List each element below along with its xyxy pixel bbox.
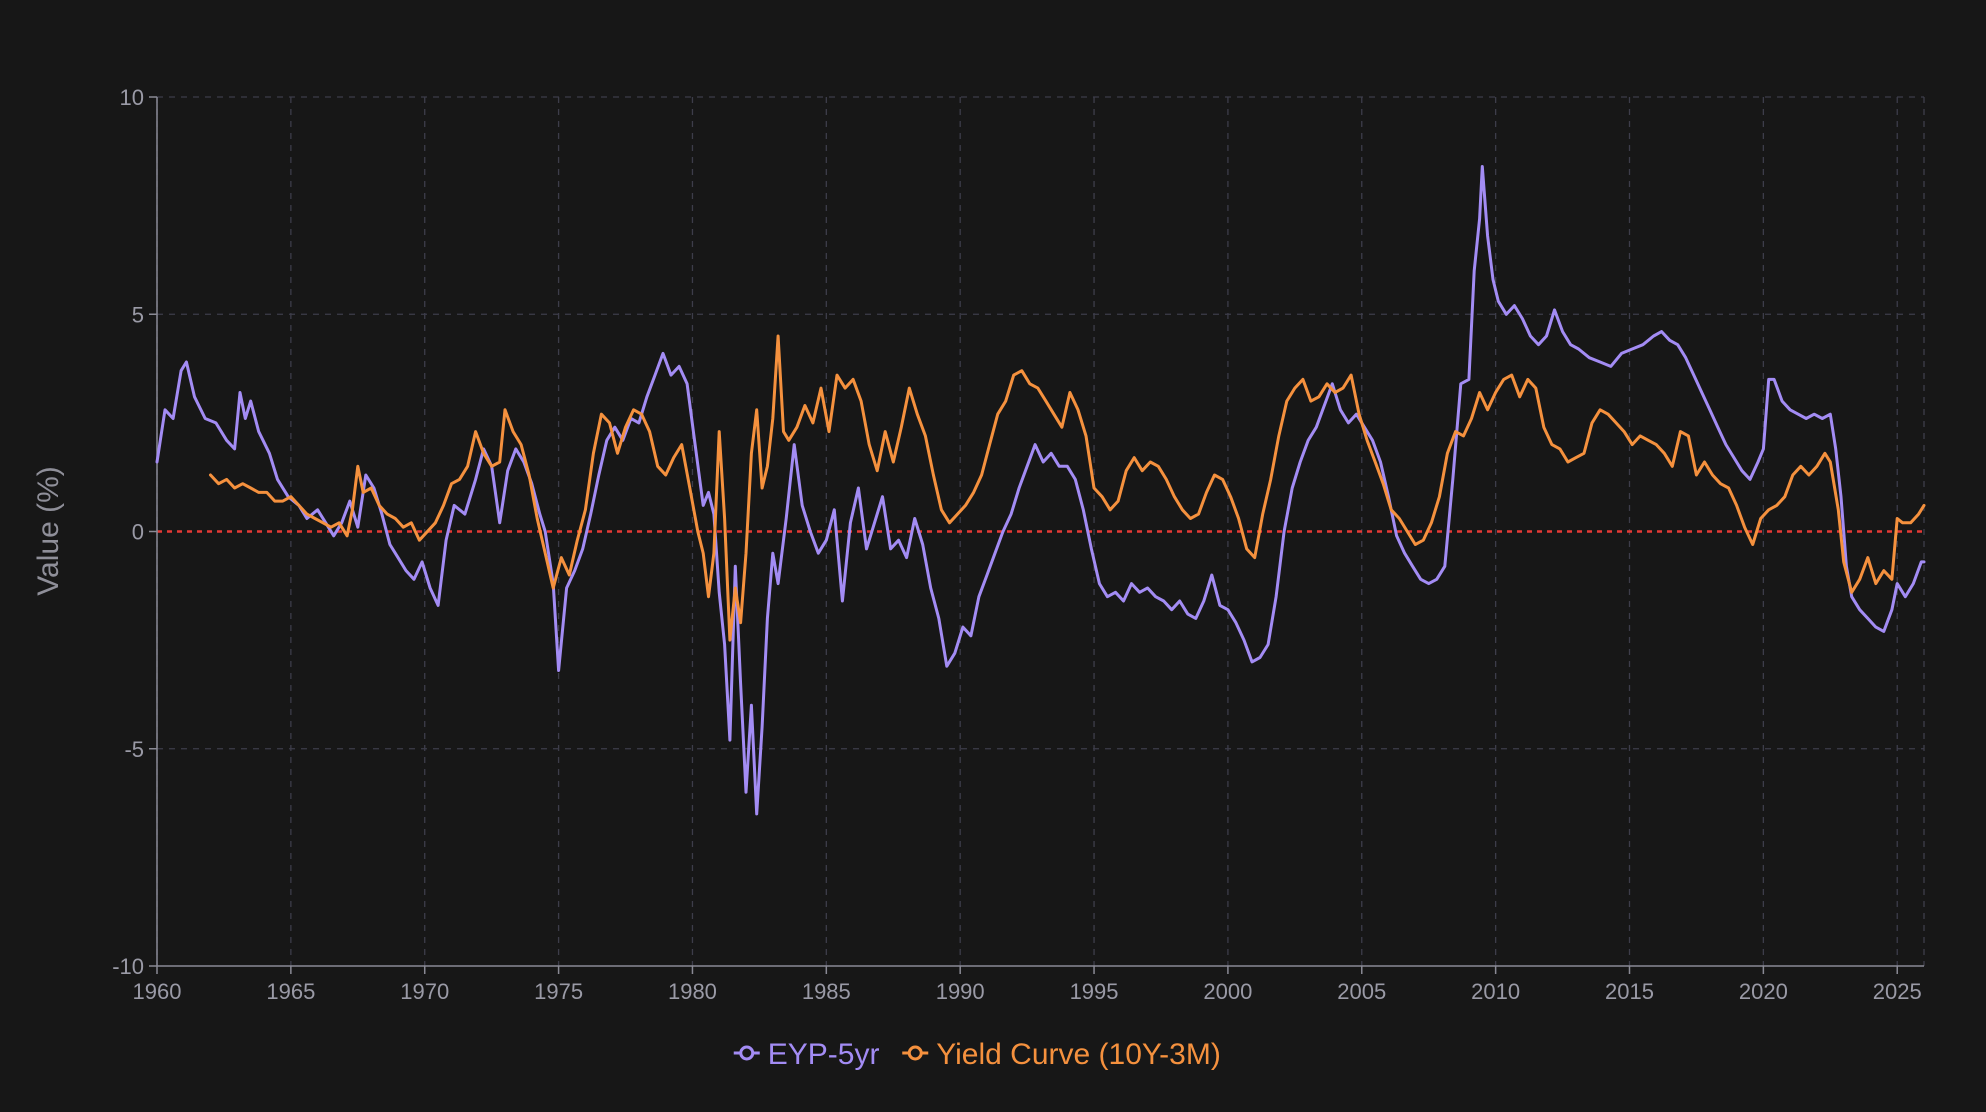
x-tick-label: 1980 bbox=[668, 979, 717, 1004]
x-tick-label: 1975 bbox=[534, 979, 583, 1004]
legend-item-eyp-5yr[interactable]: EYP-5yr bbox=[733, 1038, 880, 1071]
x-tick-label: 1995 bbox=[1070, 979, 1119, 1004]
legend: EYP-5yr Yield Curve (10Y-3M) bbox=[733, 1038, 1221, 1071]
tick-labels: 1960 1965 1970 1975 1980 1985 1990 1995 2000 2005… bbox=[112, 85, 1922, 1004]
x-tick-label: 1970 bbox=[400, 979, 449, 1004]
legend-label: EYP-5yr bbox=[768, 1038, 880, 1071]
series-layer bbox=[155, 165, 1926, 816]
y-tick-label: 10 bbox=[120, 85, 144, 110]
legend-swatch-marker bbox=[907, 1045, 923, 1061]
x-tick-label: 2025 bbox=[1873, 979, 1922, 1004]
x-tick-label: 2010 bbox=[1471, 979, 1520, 1004]
y-tick-label: -5 bbox=[124, 737, 144, 762]
y-tick-label: 5 bbox=[132, 302, 144, 327]
y-axis-title: Value (%) bbox=[32, 466, 65, 596]
y-tick-label: -10 bbox=[112, 954, 144, 979]
series-line-yield-curve bbox=[209, 334, 1926, 642]
x-tick-label: 1985 bbox=[802, 979, 851, 1004]
y-tick-label: 0 bbox=[132, 520, 144, 545]
legend-item-yield-curve[interactable]: Yield Curve (10Y-3M) bbox=[902, 1038, 1221, 1071]
x-tick-label: 2015 bbox=[1605, 979, 1654, 1004]
axes bbox=[149, 96, 1924, 974]
x-tick-label: 2020 bbox=[1739, 979, 1788, 1004]
legend-swatch-marker bbox=[739, 1045, 755, 1061]
legend-label: Yield Curve (10Y-3M) bbox=[936, 1038, 1221, 1071]
x-tick-label: 1960 bbox=[133, 979, 182, 1004]
series-line-eyp-5yr bbox=[155, 165, 1926, 816]
x-tick-label: 1990 bbox=[936, 979, 985, 1004]
x-tick-label: 1965 bbox=[266, 979, 315, 1004]
x-tick-label: 2005 bbox=[1337, 979, 1386, 1004]
x-tick-label: 2000 bbox=[1203, 979, 1252, 1004]
